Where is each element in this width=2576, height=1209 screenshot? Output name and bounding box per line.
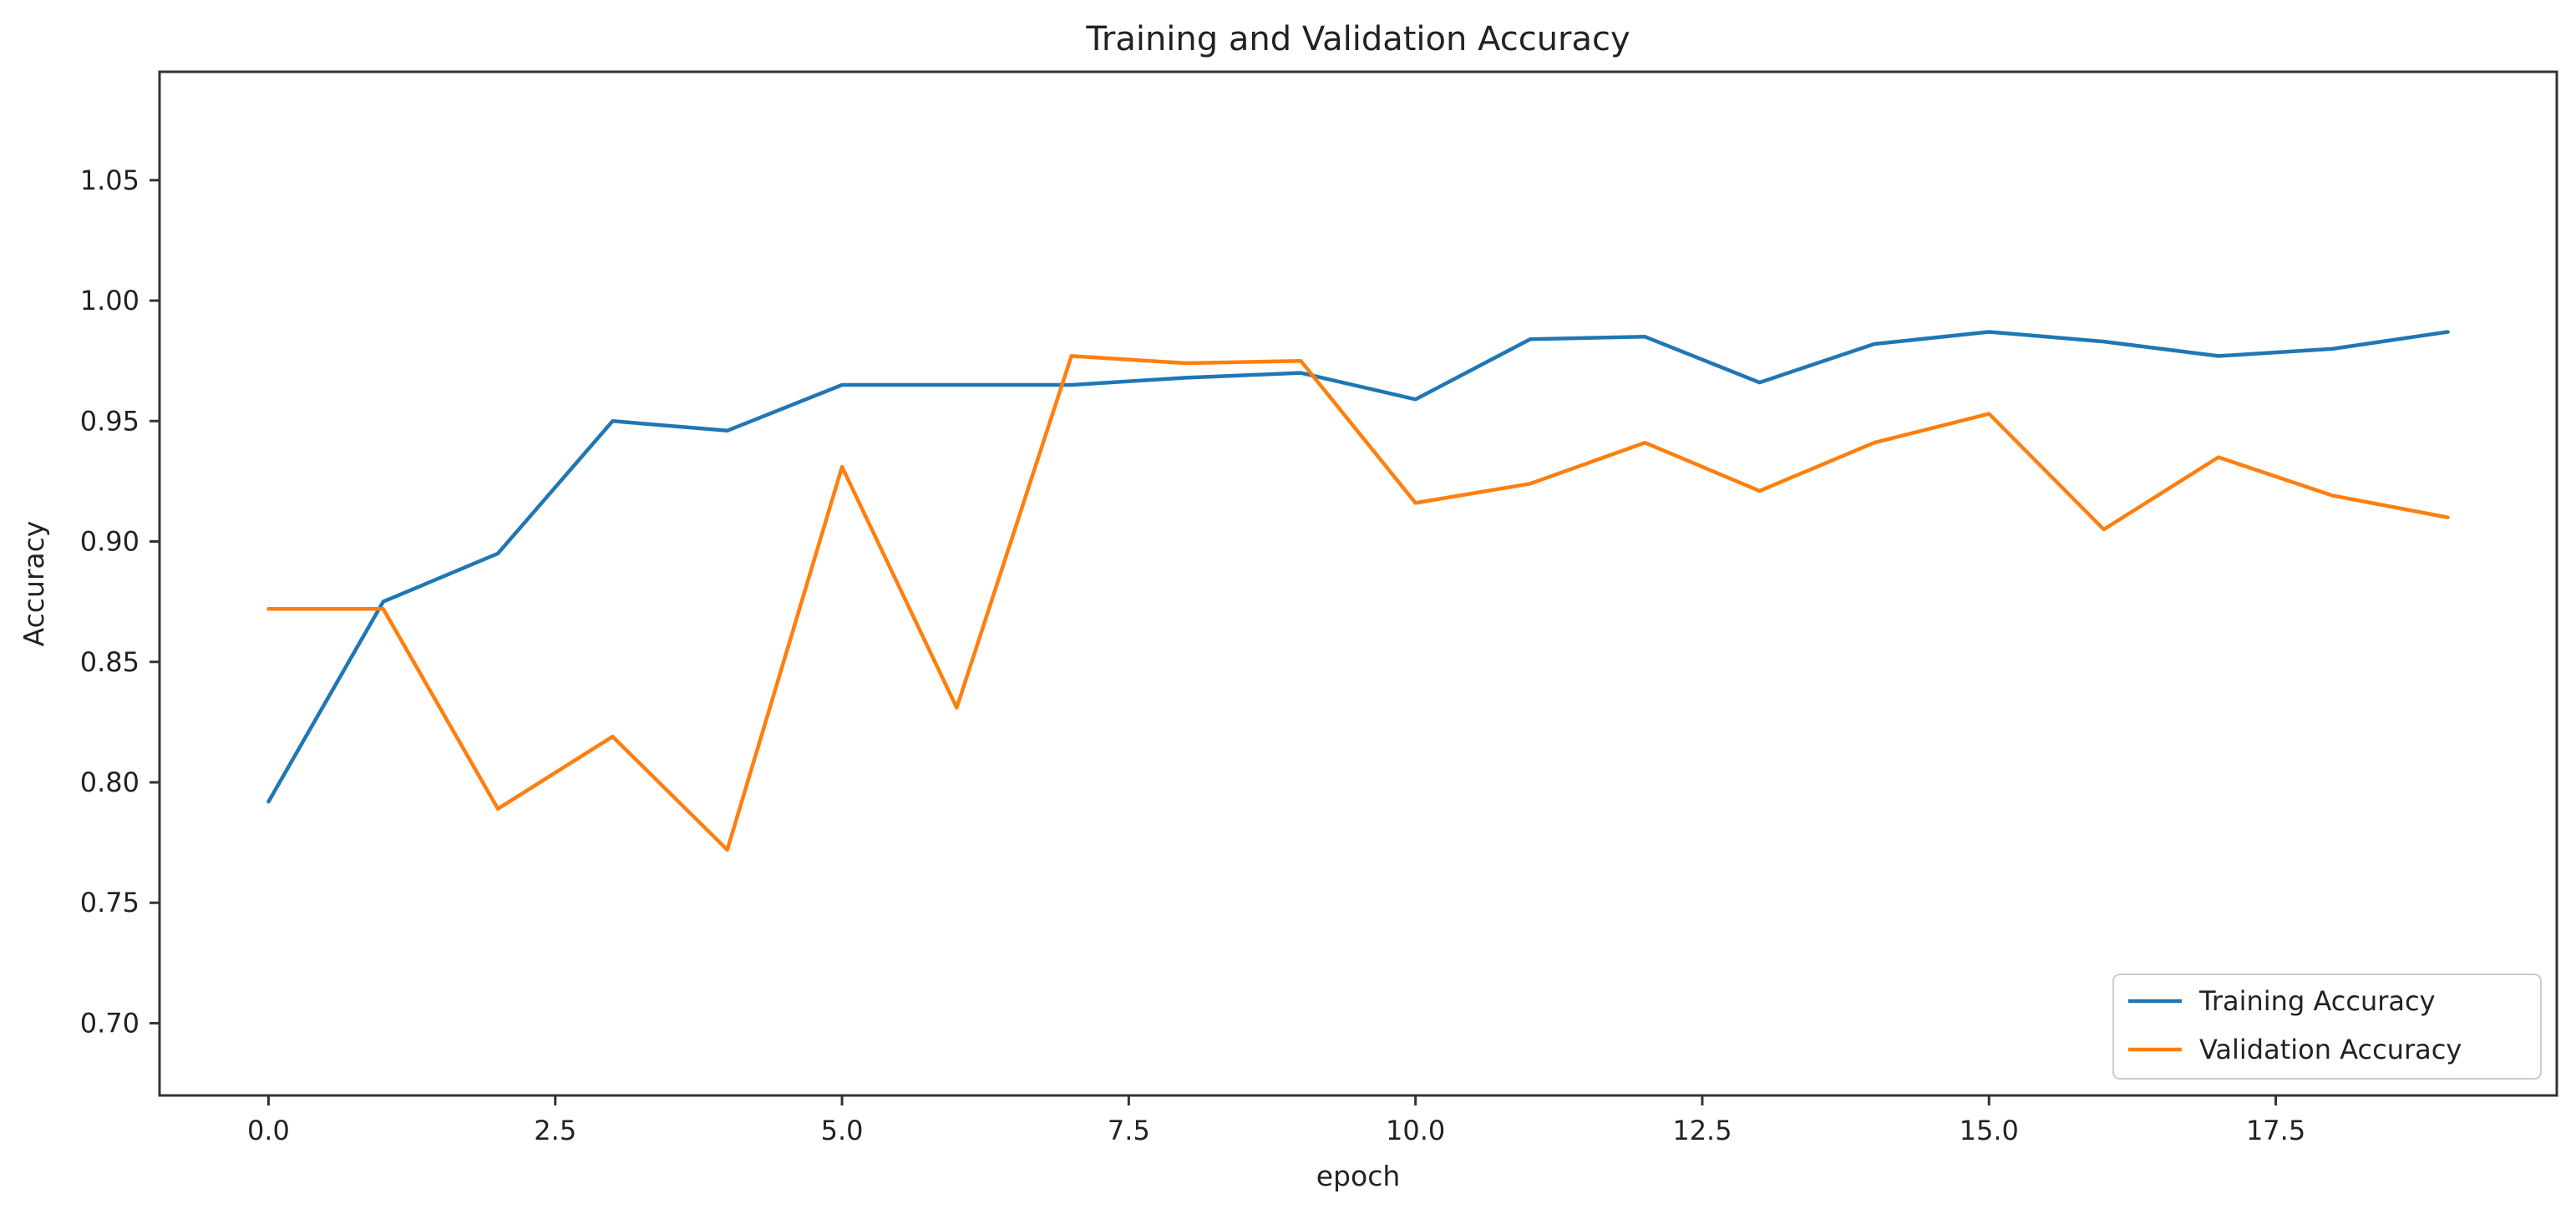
y-tick-label: 0.75 xyxy=(80,887,139,918)
x-tick-label: 10.0 xyxy=(1386,1115,1445,1146)
x-axis-label: epoch xyxy=(1316,1160,1401,1192)
x-tick-label: 0.0 xyxy=(247,1115,290,1146)
y-tick-label: 0.90 xyxy=(80,526,139,558)
y-axis-label: Accuracy xyxy=(18,521,50,647)
legend: Training Accuracy Validation Accuracy xyxy=(2112,974,2542,1080)
series-line-validation-accuracy xyxy=(266,354,2450,852)
series-layer xyxy=(266,330,2450,852)
plot-area-frame xyxy=(158,70,2558,1097)
y-tick-label: 1.00 xyxy=(80,285,139,316)
x-tick-label: 15.0 xyxy=(1960,1115,2019,1146)
y-axis: 0.70 0.75 0.80 0.85 0.90 0.95 1.00 1.05 xyxy=(80,164,160,1039)
series-line-training-accuracy xyxy=(266,330,2450,804)
legend-box xyxy=(2112,974,2542,1080)
y-tick-label: 0.70 xyxy=(80,1007,139,1039)
legend-label: Training Accuracy xyxy=(2198,985,2436,1017)
x-tick-label: 5.0 xyxy=(821,1115,864,1146)
x-tick-label: 7.5 xyxy=(1108,1115,1150,1146)
legend-label: Validation Accuracy xyxy=(2199,1034,2462,1065)
chart-title: Training and Validation Accuracy xyxy=(1085,20,1630,58)
y-tick-label: 0.80 xyxy=(80,766,139,798)
y-tick-label: 0.95 xyxy=(80,405,139,437)
x-tick-label: 17.5 xyxy=(2246,1115,2305,1146)
x-tick-label: 12.5 xyxy=(1672,1115,1732,1146)
y-tick-label: 1.05 xyxy=(80,164,139,196)
x-tick-label: 2.5 xyxy=(534,1115,576,1146)
y-tick-label: 0.85 xyxy=(80,646,139,678)
x-axis: 0.0 2.5 5.0 7.5 10.0 12.5 15.0 17.5 xyxy=(247,1095,2305,1146)
